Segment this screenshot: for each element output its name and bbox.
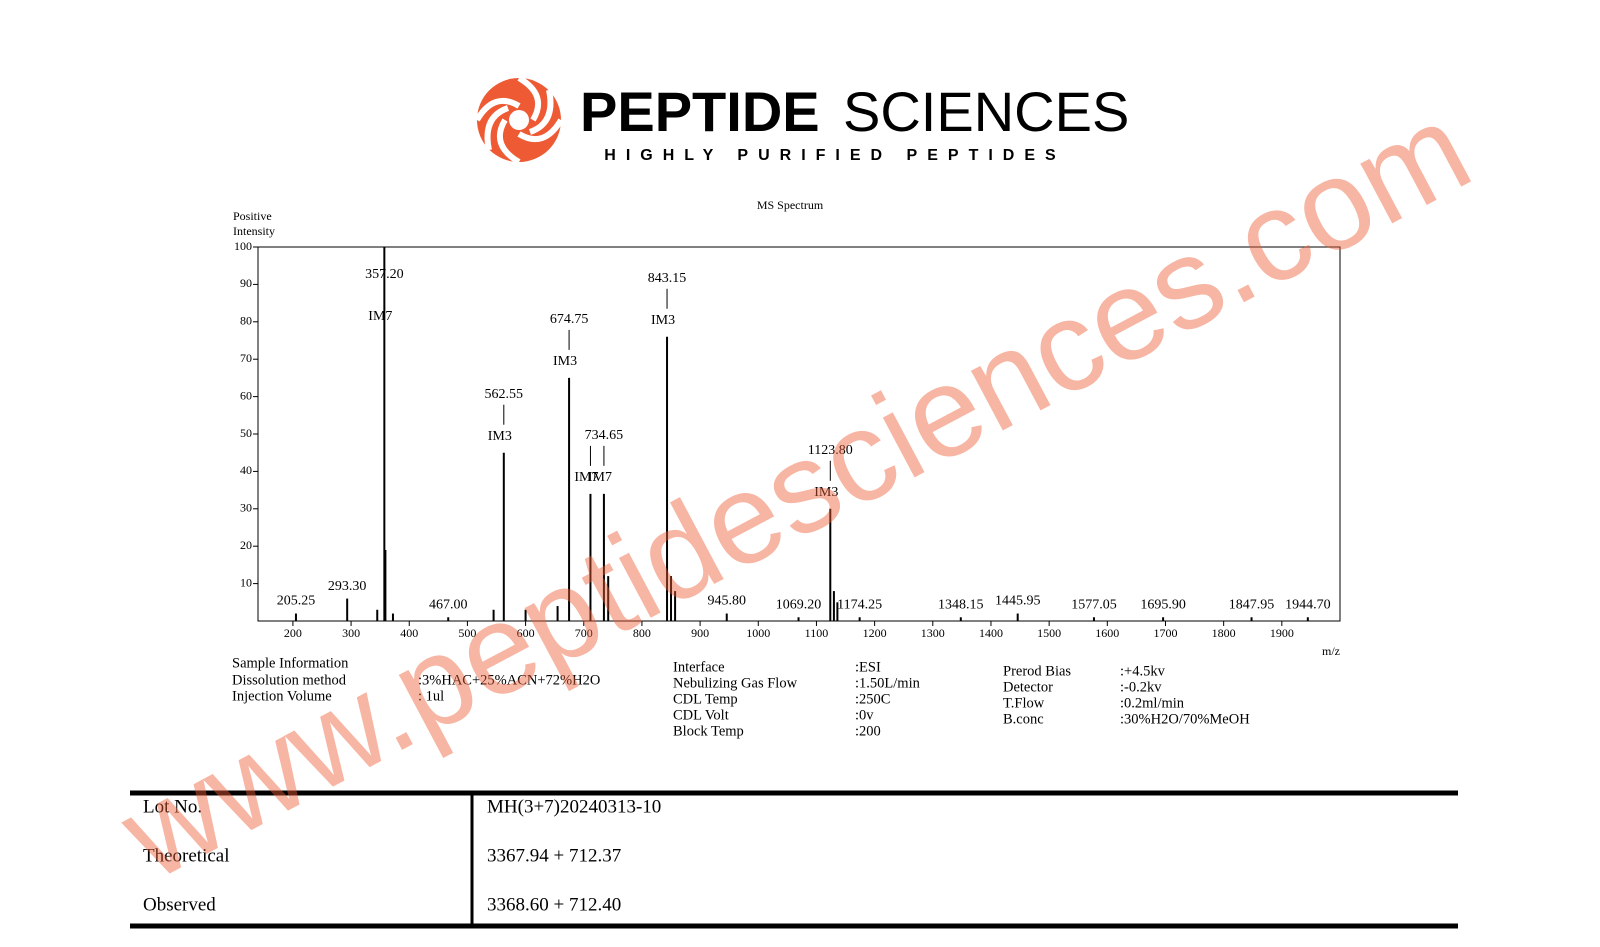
- logo-icon: [474, 75, 564, 165]
- info-value: :ESI: [855, 659, 881, 675]
- x-tick-label: 200: [284, 626, 302, 640]
- peak-label: 293.30: [328, 579, 367, 594]
- peak-annotation: IM7: [588, 470, 612, 485]
- peak-label: 1445.95: [995, 594, 1041, 609]
- info-value: : 1ul: [418, 688, 444, 704]
- peak-label: 562.55: [485, 387, 524, 402]
- info-label: CDL Temp: [673, 691, 738, 707]
- info-value: :-0.2kv: [1120, 679, 1162, 695]
- info-value: :0v: [855, 707, 874, 723]
- peak-annotation: IM3: [553, 354, 577, 369]
- info-value: :200: [855, 723, 881, 739]
- y-tick-label: 90: [240, 276, 252, 290]
- peak-annotation: IM3: [814, 485, 838, 500]
- peak-label: 205.25: [277, 594, 316, 609]
- peak-label: 357.20: [365, 267, 404, 282]
- y-tick-label: 60: [240, 388, 252, 402]
- tagline: HIGHLY PURIFIED PEPTIDES: [604, 147, 1065, 164]
- peak-annotation: IM3: [488, 429, 512, 444]
- info-label: Injection Volume: [232, 688, 332, 704]
- info-title: Sample Information: [232, 655, 349, 671]
- peak-annotation: IM7: [574, 470, 598, 485]
- info-label: Dissolution method: [232, 672, 347, 688]
- peak-label: 1348.15: [938, 597, 984, 612]
- table-value: 3367.94 + 712.37: [487, 845, 621, 866]
- table-label: Observed: [143, 894, 216, 915]
- peak-label: 1695.90: [1140, 597, 1186, 612]
- peak-annotation: IM3: [651, 313, 675, 328]
- x-tick-label: 800: [633, 626, 651, 640]
- y-tick-label: 70: [240, 351, 252, 365]
- x-tick-label: 1500: [1037, 626, 1061, 640]
- x-tick-label: 1700: [1153, 626, 1177, 640]
- y-tick-label: 30: [240, 501, 252, 515]
- table-label: Lot No.: [143, 796, 202, 817]
- info-value: :0.2ml/min: [1120, 695, 1185, 711]
- peak-label: 1174.25: [837, 597, 882, 612]
- peak-label: 1577.05: [1071, 597, 1117, 612]
- info-label: Prerod Bias: [1003, 663, 1071, 679]
- y-axis-label: Intensity: [233, 224, 275, 238]
- y-tick-label: 100: [234, 239, 252, 253]
- peak-label: 734.65: [585, 428, 624, 443]
- y-tick-label: 80: [240, 314, 252, 328]
- table-label: Theoretical: [143, 845, 230, 866]
- peak-annotation: IM7: [368, 309, 392, 324]
- x-tick-label: 1600: [1095, 626, 1119, 640]
- y-tick-label: 20: [240, 538, 252, 552]
- peak-label: 1847.95: [1229, 597, 1275, 612]
- info-value: :30%H2O/70%MeOH: [1120, 711, 1250, 727]
- x-tick-label: 500: [458, 626, 476, 640]
- peak-label: 674.75: [550, 312, 589, 327]
- info-value: :+4.5kv: [1120, 663, 1166, 679]
- table-value: 3368.60 + 712.40: [487, 894, 621, 915]
- info-value: :250C: [855, 691, 890, 707]
- peak-label: 1944.70: [1285, 597, 1331, 612]
- x-tick-label: 1000: [746, 626, 770, 640]
- info-label: Interface: [673, 659, 725, 675]
- info-value: :1.50L/min: [855, 675, 921, 691]
- peak-label: 1123.80: [808, 443, 853, 458]
- x-tick-label: 1100: [805, 626, 829, 640]
- info-label: Nebulizing Gas Flow: [673, 675, 798, 691]
- brand-light: SCIENCES: [843, 80, 1129, 143]
- brand-bold: PEPTIDE: [580, 80, 820, 143]
- x-tick-label: 1200: [863, 626, 887, 640]
- x-axis-label: m/z: [1322, 644, 1340, 658]
- info-label: Block Temp: [673, 723, 744, 739]
- x-tick-label: 1800: [1212, 626, 1236, 640]
- info-label: Detector: [1003, 679, 1053, 695]
- peak-label: 945.80: [708, 594, 747, 609]
- x-tick-label: 1900: [1270, 626, 1294, 640]
- x-tick-label: 400: [400, 626, 418, 640]
- info-label: B.conc: [1003, 711, 1044, 727]
- x-tick-label: 1400: [979, 626, 1003, 640]
- chart-title: MS Spectrum: [757, 198, 824, 212]
- peak-label: 843.15: [648, 271, 687, 286]
- peak-label: 1069.20: [776, 597, 822, 612]
- y-tick-label: 10: [240, 575, 252, 589]
- x-tick-label: 900: [691, 626, 709, 640]
- y-tick-label: 50: [240, 426, 252, 440]
- y-tick-label: 40: [240, 463, 252, 477]
- table-value: MH(3+7)20240313-10: [487, 796, 661, 817]
- info-label: CDL Volt: [673, 707, 729, 723]
- x-tick-label: 300: [342, 626, 360, 640]
- peak-label: 467.00: [429, 597, 468, 612]
- info-value: :3%HAC+25%ACN+72%H2O: [418, 672, 600, 688]
- x-tick-label: 600: [517, 626, 535, 640]
- x-tick-label: 700: [575, 626, 593, 640]
- info-label: T.Flow: [1003, 695, 1045, 711]
- y-axis-label: Positive: [233, 209, 272, 223]
- x-tick-label: 1300: [921, 626, 945, 640]
